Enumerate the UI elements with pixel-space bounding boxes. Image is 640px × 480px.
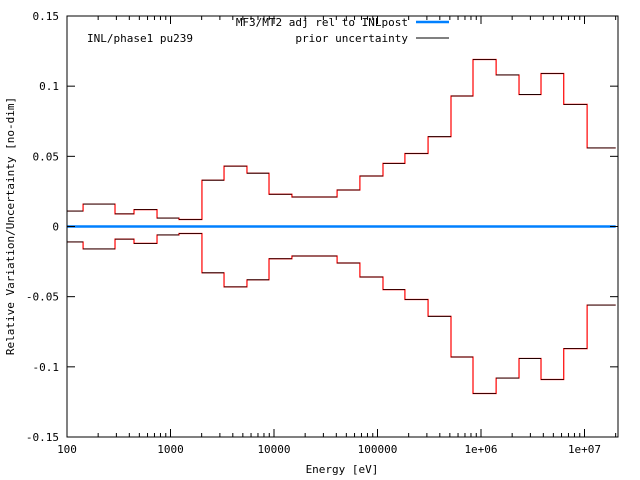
y-tick-label: 0 [52, 221, 59, 234]
plot-marks [67, 58, 616, 395]
annotation: INL/phase1 pu239 [87, 32, 193, 45]
y-tick-label: 0.1 [39, 80, 59, 93]
uncertainty-envelope-step-line [67, 232, 616, 395]
uncertainty-envelope-step-line [67, 58, 616, 221]
y-tick-label: 0.05 [33, 150, 60, 163]
x-tick-label: 1e+07 [568, 443, 601, 456]
x-tick-label: 100 [57, 443, 77, 456]
y-tick-label: -0.15 [26, 431, 59, 444]
y-axis-label: Relative Variation/Uncertainty [no-dim] [4, 97, 17, 355]
x-tick-label: 100000 [358, 443, 398, 456]
y-tick-label: 0.15 [33, 10, 60, 23]
x-tick-label: 1e+06 [464, 443, 497, 456]
y-tick-label: -0.05 [26, 291, 59, 304]
legend-label-prior: prior uncertainty [295, 32, 408, 45]
x-tick-label: 10000 [257, 443, 290, 456]
y-tick-label: -0.1 [33, 361, 60, 374]
legend: MF3/MT2 adj rel to INLpost prior uncerta… [236, 16, 449, 45]
x-axis-label: Energy [eV] [306, 463, 379, 476]
x-tick-label: 1000 [157, 443, 184, 456]
legend-label-adj: MF3/MT2 adj rel to INLpost [236, 16, 408, 29]
